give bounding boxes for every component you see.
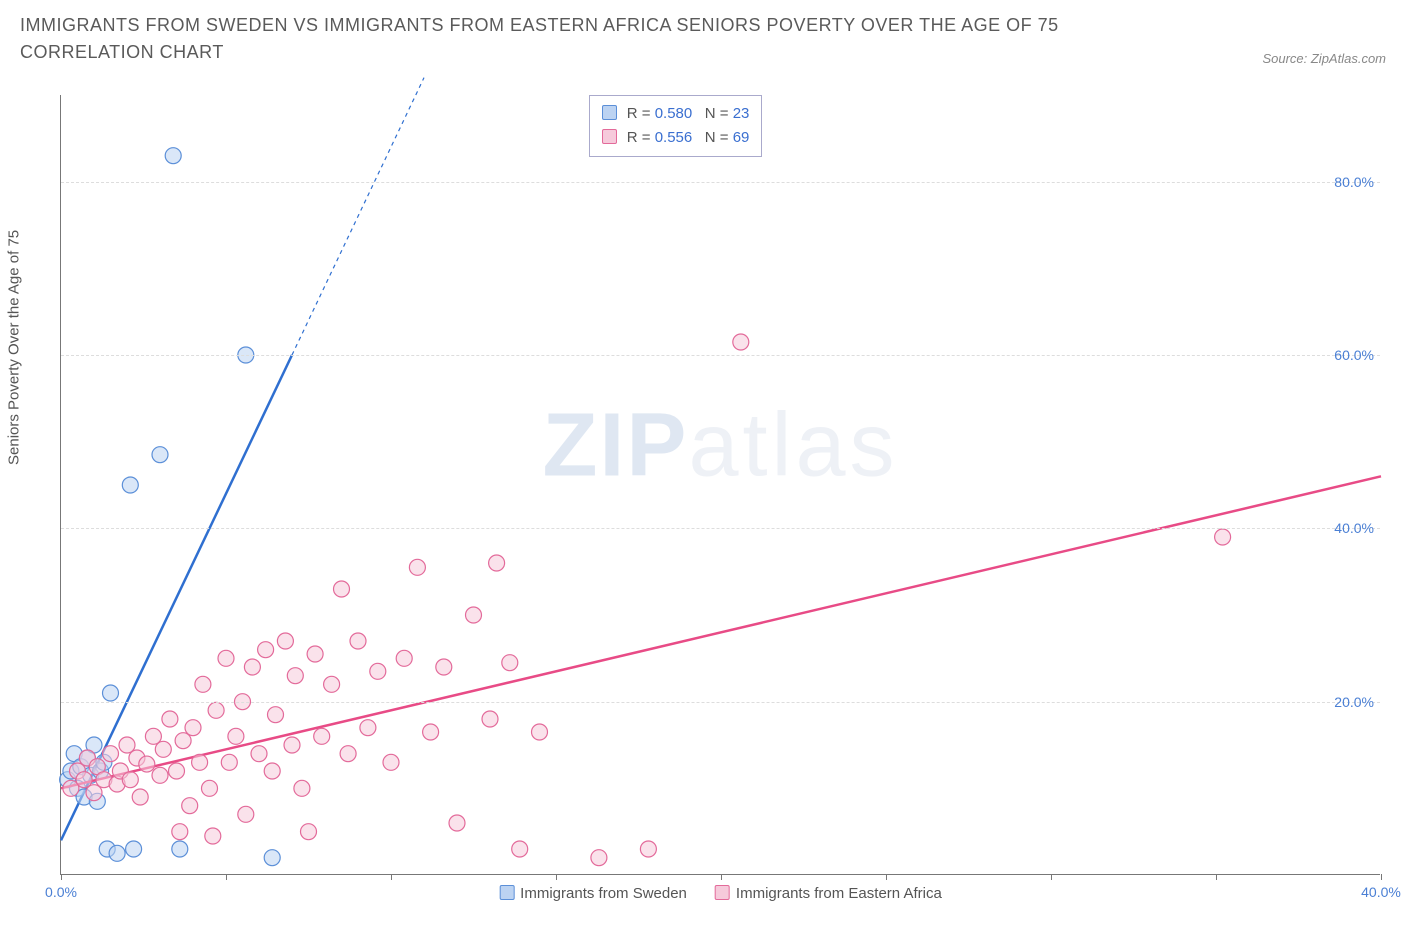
data-point	[126, 841, 142, 857]
data-point	[155, 741, 171, 757]
data-point	[172, 824, 188, 840]
plot-area: ZIPatlas R = 0.580 N = 23 R = 0.556 N = …	[60, 95, 1380, 875]
data-point	[489, 555, 505, 571]
data-point	[152, 447, 168, 463]
data-point	[287, 668, 303, 684]
data-point	[334, 581, 350, 597]
data-point	[436, 659, 452, 675]
xtick	[1216, 874, 1217, 880]
data-point	[205, 828, 221, 844]
data-point	[122, 772, 138, 788]
ytick-label: 60.0%	[1334, 347, 1374, 363]
data-point	[733, 334, 749, 350]
data-point	[284, 737, 300, 753]
ytick-label: 20.0%	[1334, 694, 1374, 710]
xtick	[226, 874, 227, 880]
data-point	[482, 711, 498, 727]
xtick	[556, 874, 557, 880]
data-point	[264, 850, 280, 866]
trend-line	[61, 476, 1381, 788]
gridline-h	[61, 702, 1380, 703]
stats-row: R = 0.580 N = 23	[602, 102, 750, 126]
data-point	[591, 850, 607, 866]
legend-swatch-sweden	[499, 885, 514, 900]
data-point	[162, 711, 178, 727]
gridline-h	[61, 182, 1380, 183]
data-point	[301, 824, 317, 840]
legend-item-eafrica: Immigrants from Eastern Africa	[715, 885, 942, 902]
xtick	[1051, 874, 1052, 880]
legend-label-sweden: Immigrants from Sweden	[520, 885, 687, 902]
data-point	[409, 559, 425, 575]
data-point	[208, 702, 224, 718]
data-point	[182, 798, 198, 814]
data-point	[258, 642, 274, 658]
xtick	[61, 874, 62, 880]
data-point	[122, 477, 138, 493]
ytick-label: 80.0%	[1334, 174, 1374, 190]
data-point	[268, 707, 284, 723]
xtick-label: 0.0%	[45, 884, 77, 900]
data-point	[251, 746, 267, 762]
data-point	[640, 841, 656, 857]
source-credit: Source: ZipAtlas.com	[1262, 51, 1386, 66]
data-point	[152, 767, 168, 783]
data-point	[221, 754, 237, 770]
legend-swatch-eafrica	[715, 885, 730, 900]
data-point	[294, 780, 310, 796]
header-row: IMMIGRANTS FROM SWEDEN VS IMMIGRANTS FRO…	[0, 0, 1406, 70]
data-point	[340, 746, 356, 762]
data-point	[185, 720, 201, 736]
data-point	[532, 724, 548, 740]
data-point	[1215, 529, 1231, 545]
data-point	[423, 724, 439, 740]
data-point	[195, 676, 211, 692]
data-point	[350, 633, 366, 649]
data-point	[277, 633, 293, 649]
stats-row: R = 0.556 N = 69	[602, 126, 750, 150]
xtick	[1381, 874, 1382, 880]
data-point	[139, 756, 155, 772]
data-point	[169, 763, 185, 779]
xtick	[721, 874, 722, 880]
bottom-legend: Immigrants from Sweden Immigrants from E…	[499, 885, 942, 902]
legend-label-eafrica: Immigrants from Eastern Africa	[736, 885, 942, 902]
y-axis-label: Seniors Poverty Over the Age of 75	[6, 230, 23, 465]
data-point	[360, 720, 376, 736]
data-point	[228, 728, 244, 744]
data-point	[512, 841, 528, 857]
xtick-label: 40.0%	[1361, 884, 1401, 900]
data-point	[449, 815, 465, 831]
gridline-h	[61, 528, 1380, 529]
legend-item-sweden: Immigrants from Sweden	[499, 885, 687, 902]
chart-title: IMMIGRANTS FROM SWEDEN VS IMMIGRANTS FRO…	[20, 12, 1120, 66]
gridline-h	[61, 355, 1380, 356]
xtick	[391, 874, 392, 880]
data-point	[103, 746, 119, 762]
data-point	[396, 650, 412, 666]
data-point	[307, 646, 323, 662]
trend-line-ext	[292, 78, 424, 355]
stats-box: R = 0.580 N = 23 R = 0.556 N = 69	[589, 95, 763, 157]
data-point	[218, 650, 234, 666]
data-point	[238, 806, 254, 822]
data-point	[192, 754, 208, 770]
data-point	[132, 789, 148, 805]
plot-svg	[61, 95, 1380, 874]
ytick-label: 40.0%	[1334, 520, 1374, 536]
data-point	[202, 780, 218, 796]
data-point	[502, 655, 518, 671]
data-point	[244, 659, 260, 675]
data-point	[165, 148, 181, 164]
xtick	[886, 874, 887, 880]
data-point	[324, 676, 340, 692]
data-point	[383, 754, 399, 770]
data-point	[264, 763, 280, 779]
data-point	[466, 607, 482, 623]
data-point	[109, 845, 125, 861]
data-point	[172, 841, 188, 857]
data-point	[103, 685, 119, 701]
data-point	[314, 728, 330, 744]
data-point	[370, 663, 386, 679]
